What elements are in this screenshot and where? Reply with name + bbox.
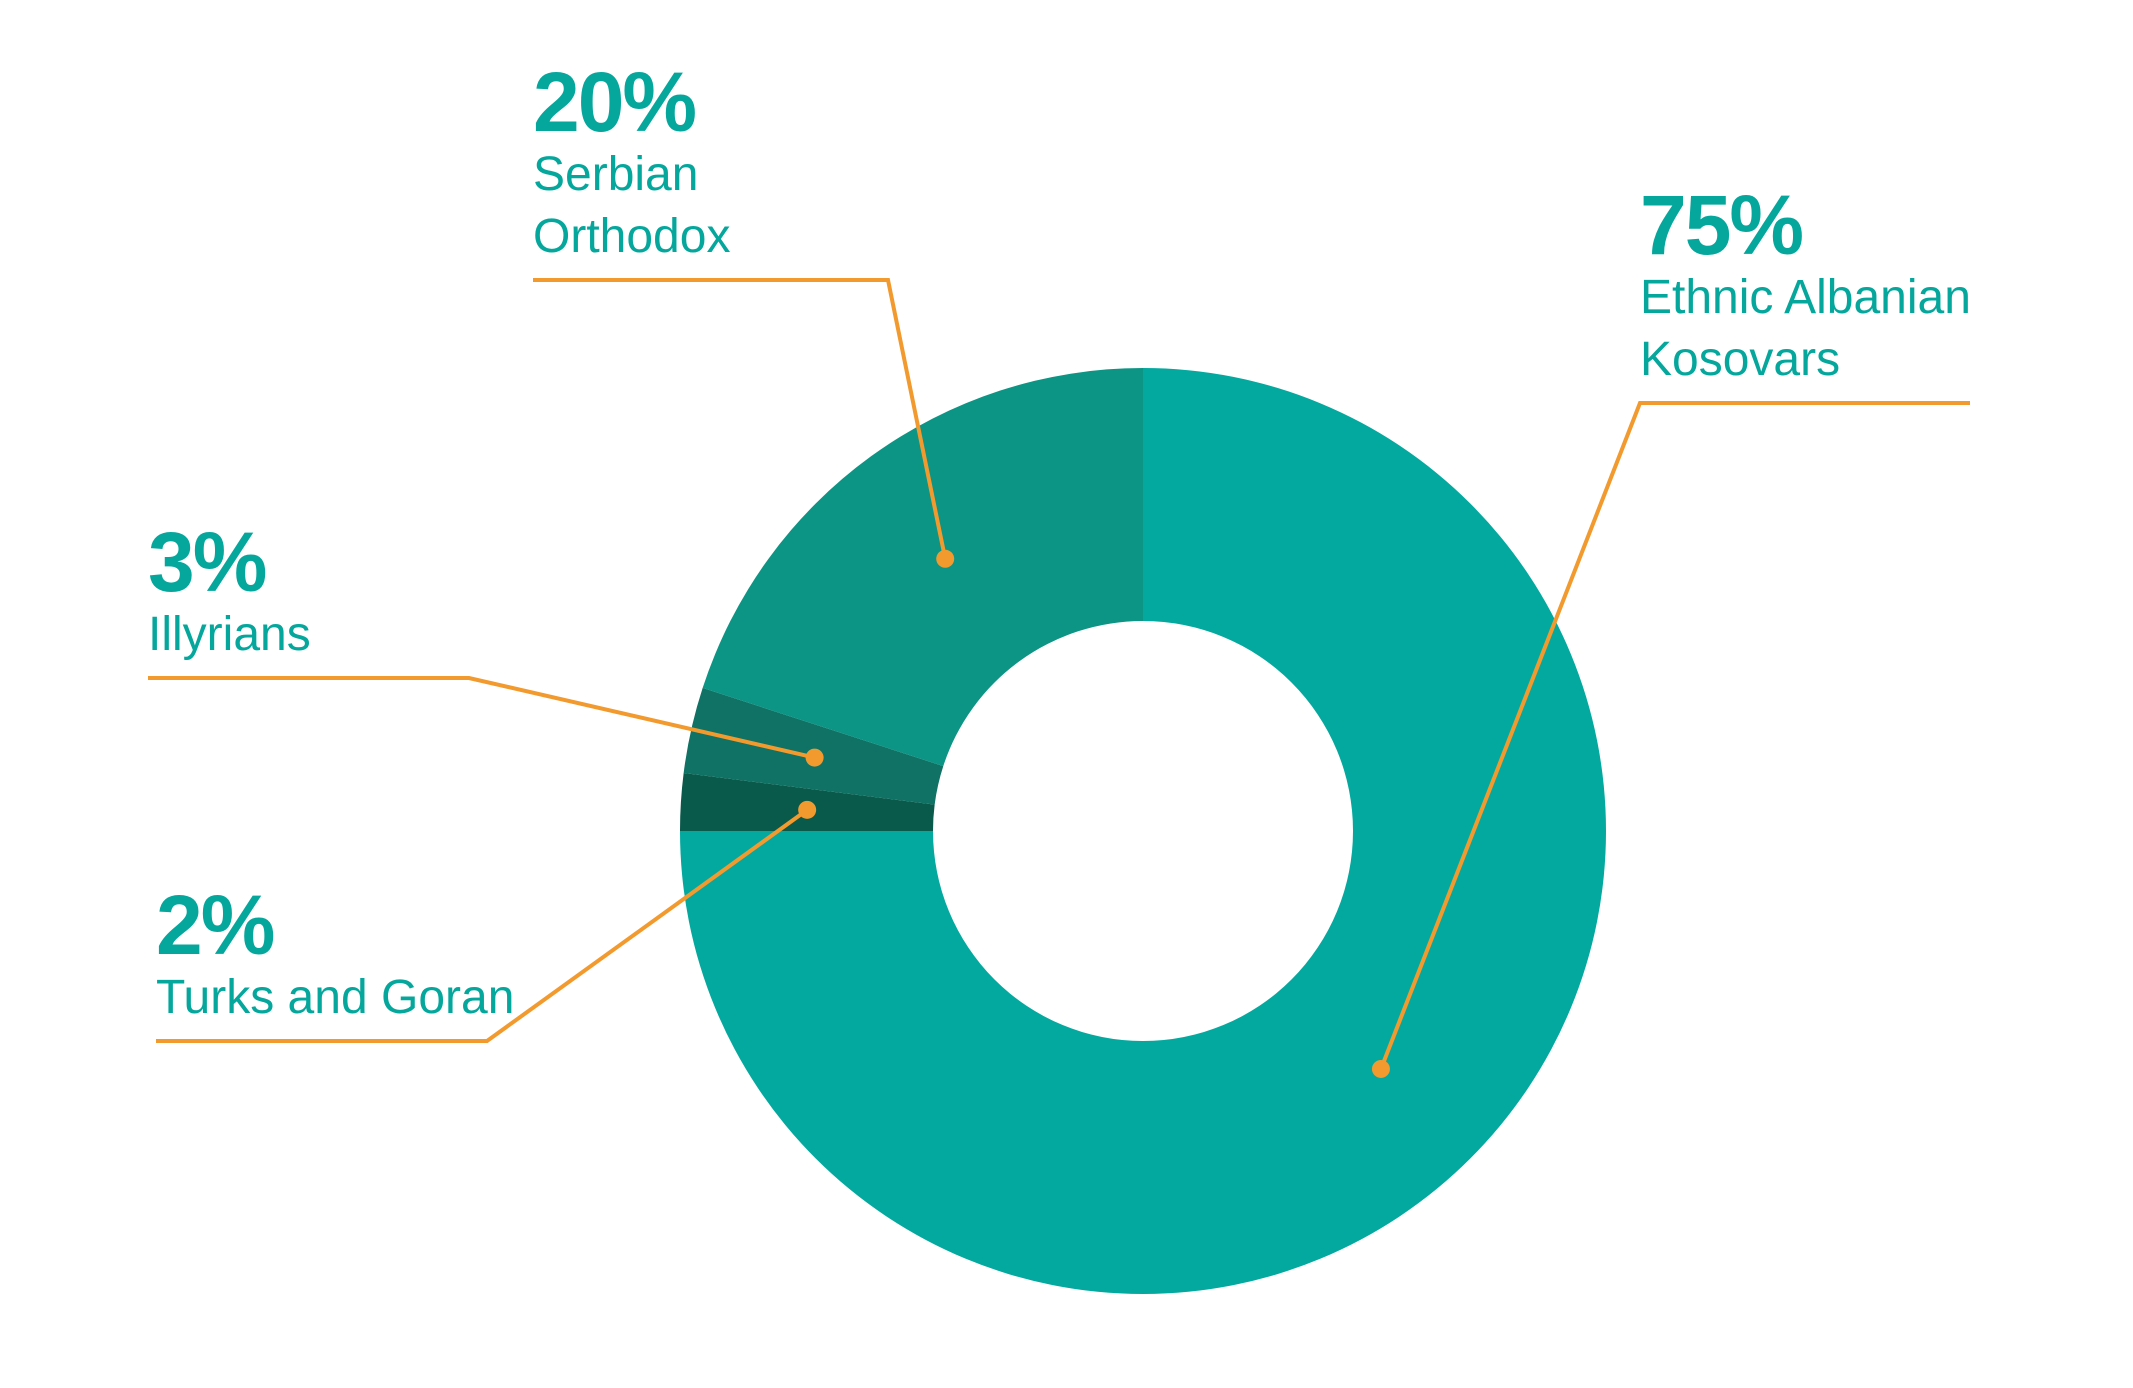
leader-line <box>156 808 809 1043</box>
category-label: Ethnic Albanian Kosovars <box>1640 271 1971 386</box>
segment-label: 2% Turks and Goran <box>156 883 514 1029</box>
category-label: Serbian Orthodox <box>533 148 731 263</box>
leader-line <box>1379 401 1970 1070</box>
leader-dot <box>798 800 817 819</box>
donut-segment <box>702 368 1143 767</box>
segment-label: 20% Serbian Orthodox <box>533 60 893 268</box>
percent-label: 3% <box>148 515 267 609</box>
donut-segment <box>683 687 944 805</box>
segment-label: 75% Ethnic Albanian Kosovars <box>1640 183 2000 391</box>
percent-label: 20% <box>533 55 697 149</box>
leader-dot <box>936 549 955 568</box>
leader-dot <box>1371 1059 1390 1078</box>
percent-label: 2% <box>156 878 275 972</box>
segment-label: 3% Illyrians <box>148 520 311 666</box>
leader-line <box>148 676 816 760</box>
percent-label: 75% <box>1640 178 1804 272</box>
category-label: Turks and Goran <box>156 971 515 1024</box>
donut-segment <box>680 368 1606 1294</box>
leader-line <box>533 278 948 560</box>
leader-dot <box>805 748 824 767</box>
category-label: Illyrians <box>148 608 311 661</box>
